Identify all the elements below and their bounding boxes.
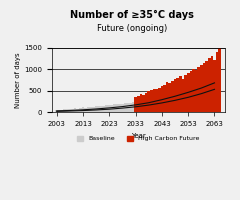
Bar: [113, 104, 116, 112]
Bar: [90, 107, 92, 112]
Bar: [95, 106, 97, 112]
Bar: [145, 93, 147, 112]
Bar: [63, 109, 66, 112]
Bar: [97, 106, 100, 112]
Bar: [161, 86, 163, 112]
Bar: [134, 97, 137, 112]
Bar: [171, 81, 174, 112]
Bar: [111, 105, 113, 112]
Bar: [195, 70, 197, 112]
Bar: [184, 75, 187, 112]
Bar: [142, 95, 145, 112]
Bar: [87, 107, 90, 112]
Text: Number of ≥35°C days: Number of ≥35°C days: [70, 10, 194, 20]
Text: Future (ongoing): Future (ongoing): [97, 24, 167, 33]
Bar: [71, 109, 74, 112]
Bar: [55, 110, 58, 112]
Bar: [155, 89, 158, 112]
Bar: [208, 58, 210, 112]
Bar: [77, 109, 79, 112]
Bar: [100, 106, 103, 112]
Bar: [158, 88, 161, 112]
Bar: [190, 71, 192, 112]
Bar: [105, 105, 108, 112]
Bar: [163, 85, 166, 112]
Bar: [187, 73, 190, 112]
Bar: [140, 94, 142, 112]
Bar: [210, 56, 213, 112]
Bar: [129, 103, 132, 112]
Bar: [216, 52, 218, 112]
Legend: Baseline, High Carbon Future: Baseline, High Carbon Future: [74, 133, 202, 144]
Bar: [79, 108, 82, 112]
Bar: [203, 63, 205, 112]
Bar: [168, 83, 171, 112]
Bar: [132, 102, 134, 112]
Bar: [69, 109, 71, 112]
Bar: [137, 96, 140, 112]
Bar: [166, 82, 168, 112]
Bar: [147, 91, 150, 112]
Y-axis label: Number of days: Number of days: [15, 52, 21, 108]
Bar: [174, 79, 176, 112]
Bar: [150, 90, 153, 112]
Bar: [176, 78, 179, 112]
Bar: [61, 110, 63, 112]
X-axis label: Year: Year: [131, 133, 146, 139]
Bar: [92, 107, 95, 112]
Bar: [82, 107, 84, 112]
Bar: [103, 106, 105, 112]
Bar: [108, 105, 111, 112]
Bar: [116, 104, 119, 112]
Bar: [218, 48, 221, 112]
Bar: [74, 108, 77, 112]
Bar: [182, 79, 184, 112]
Bar: [66, 109, 69, 112]
Bar: [200, 65, 203, 112]
Bar: [58, 110, 61, 112]
Bar: [121, 104, 124, 112]
Bar: [205, 61, 208, 112]
Bar: [213, 60, 216, 112]
Bar: [153, 89, 155, 112]
Bar: [179, 76, 182, 112]
Bar: [197, 67, 200, 112]
Bar: [126, 103, 129, 112]
Bar: [124, 103, 126, 112]
Bar: [119, 104, 121, 112]
Bar: [84, 108, 87, 112]
Bar: [192, 69, 195, 112]
